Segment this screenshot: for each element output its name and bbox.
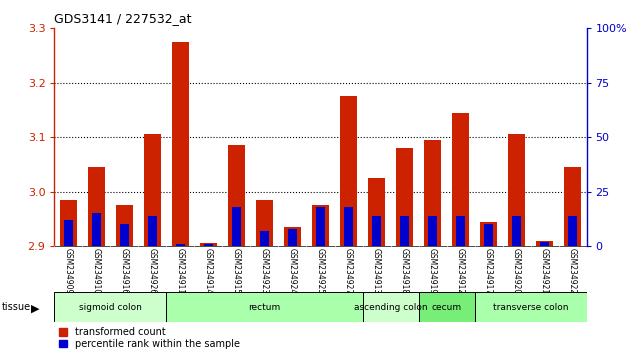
Text: GSM234919: GSM234919 xyxy=(428,248,437,294)
Bar xyxy=(569,216,577,246)
Text: GSM234910: GSM234910 xyxy=(92,248,101,294)
Legend: transformed count, percentile rank within the sample: transformed count, percentile rank withi… xyxy=(60,327,240,349)
Bar xyxy=(88,167,105,246)
Text: GSM234915: GSM234915 xyxy=(232,248,241,294)
Text: GSM234917: GSM234917 xyxy=(484,248,493,294)
Bar xyxy=(121,224,129,246)
Text: GSM234914: GSM234914 xyxy=(204,248,213,294)
Text: rectum: rectum xyxy=(248,303,281,312)
Bar xyxy=(428,216,437,246)
Bar xyxy=(64,220,72,246)
Text: GSM234916: GSM234916 xyxy=(120,248,129,294)
Bar xyxy=(564,167,581,246)
Text: GSM234909: GSM234909 xyxy=(64,248,73,294)
Text: sigmoid colon: sigmoid colon xyxy=(79,303,142,312)
Bar xyxy=(400,216,409,246)
Bar xyxy=(232,207,241,246)
Bar xyxy=(60,200,77,246)
Text: GSM234926: GSM234926 xyxy=(148,248,157,294)
Bar xyxy=(340,96,357,246)
Bar xyxy=(284,227,301,246)
Text: GSM234918: GSM234918 xyxy=(400,248,409,294)
Text: GSM234923: GSM234923 xyxy=(260,248,269,294)
Bar xyxy=(176,244,185,246)
Bar xyxy=(536,241,553,246)
Bar xyxy=(396,148,413,246)
Text: ascending colon: ascending colon xyxy=(354,303,428,312)
Bar xyxy=(474,292,587,322)
Bar xyxy=(368,178,385,246)
Bar xyxy=(508,135,525,246)
Text: ▶: ▶ xyxy=(31,304,39,314)
Bar xyxy=(480,222,497,246)
Bar xyxy=(312,205,329,246)
Bar xyxy=(172,42,189,246)
Text: GSM234924: GSM234924 xyxy=(288,248,297,294)
Bar xyxy=(256,200,273,246)
Bar xyxy=(116,205,133,246)
Text: GSM234920: GSM234920 xyxy=(512,248,521,294)
Bar xyxy=(485,224,493,246)
Bar xyxy=(372,216,381,246)
Bar xyxy=(204,244,213,246)
Bar xyxy=(200,243,217,246)
Text: GSM234927: GSM234927 xyxy=(344,248,353,294)
Text: GSM234925: GSM234925 xyxy=(316,248,325,294)
Bar xyxy=(316,207,325,246)
Bar xyxy=(148,216,156,246)
Text: GSM234911: GSM234911 xyxy=(176,248,185,294)
Bar xyxy=(363,292,419,322)
Bar xyxy=(54,292,167,322)
Text: tissue: tissue xyxy=(1,302,30,312)
Text: GSM234921: GSM234921 xyxy=(540,248,549,294)
Bar xyxy=(456,216,465,246)
Text: transverse colon: transverse colon xyxy=(493,303,569,312)
Text: GSM234922: GSM234922 xyxy=(568,248,577,294)
Text: GSM234912: GSM234912 xyxy=(456,248,465,294)
Bar xyxy=(228,145,245,246)
Bar xyxy=(92,213,101,246)
Bar xyxy=(144,135,161,246)
Text: GDS3141 / 227532_at: GDS3141 / 227532_at xyxy=(54,12,192,25)
Bar xyxy=(424,140,441,246)
Bar xyxy=(452,113,469,246)
Bar xyxy=(344,207,353,246)
Text: GSM234913: GSM234913 xyxy=(372,248,381,294)
Bar xyxy=(167,292,363,322)
Bar xyxy=(288,229,297,246)
Bar xyxy=(540,242,549,246)
Bar xyxy=(260,231,269,246)
Bar xyxy=(419,292,474,322)
Text: cecum: cecum xyxy=(431,303,462,312)
Bar xyxy=(512,216,520,246)
